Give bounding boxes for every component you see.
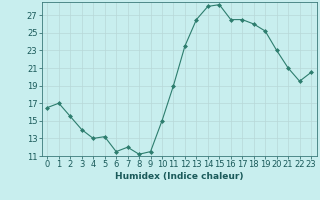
- X-axis label: Humidex (Indice chaleur): Humidex (Indice chaleur): [115, 172, 244, 181]
